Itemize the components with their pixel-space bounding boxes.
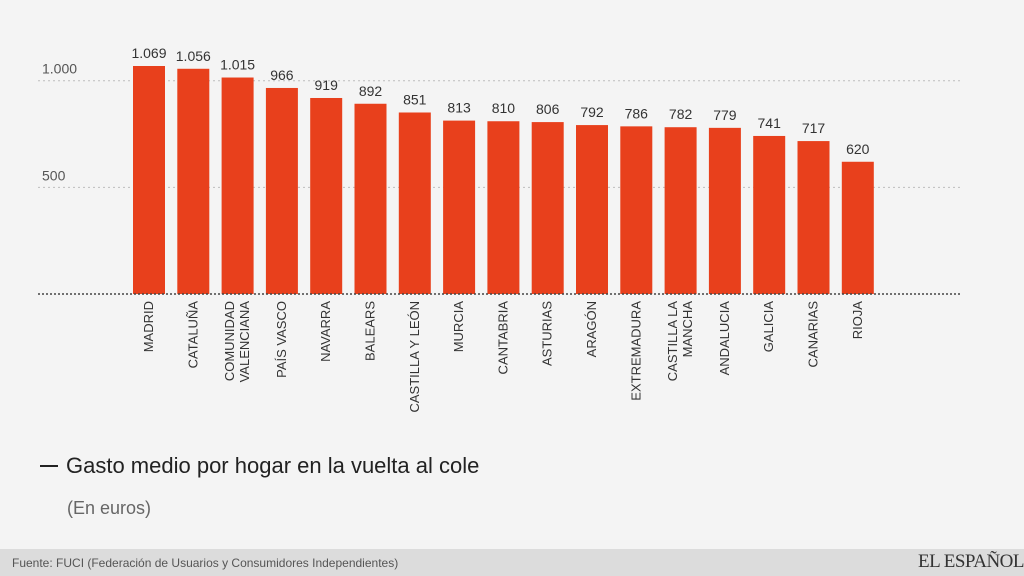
- value-label-6: 851: [403, 91, 427, 107]
- category-label-15: CANARIAS: [806, 301, 821, 368]
- category-label-0: MADRID: [141, 301, 156, 352]
- category-label-9: ASTURIAS: [540, 301, 555, 366]
- value-label-7: 813: [447, 100, 471, 116]
- bar-16: [841, 161, 874, 294]
- value-label-15: 717: [802, 120, 826, 136]
- category-label-12-0: CASTILLA LA: [665, 301, 680, 382]
- publisher-logo: EL ESPAÑOL: [917, 551, 1024, 572]
- category-label-5: BALEARS: [363, 301, 378, 361]
- value-label-14: 741: [758, 115, 782, 131]
- category-label-2-1: VALENCIANA: [237, 301, 252, 383]
- y-tick-label-0: 500: [42, 167, 66, 183]
- y-tick-label-1: 1.000: [42, 61, 77, 77]
- bar-6: [398, 112, 431, 294]
- category-label-7: MURCIA: [451, 301, 466, 353]
- bar-15: [797, 141, 830, 294]
- value-label-3: 966: [270, 67, 294, 83]
- bar-8: [487, 121, 520, 294]
- value-label-12: 782: [669, 106, 693, 122]
- bar-0: [133, 66, 165, 294]
- value-label-5: 892: [359, 83, 383, 99]
- category-label-4: NAVARRA: [318, 301, 333, 362]
- chart-subtitle: (En euros): [67, 498, 152, 518]
- category-label-10: ARAGÓN: [584, 301, 599, 357]
- value-label-2: 1.015: [220, 57, 255, 73]
- category-label-14: GALICIA: [761, 301, 776, 353]
- value-label-13: 779: [713, 107, 737, 123]
- category-label-8: CANTABRIA: [495, 301, 510, 375]
- value-label-4: 919: [315, 77, 339, 93]
- category-label-2-0: COMUNIDAD: [222, 301, 237, 381]
- value-label-9: 806: [536, 101, 560, 117]
- value-label-11: 786: [625, 105, 649, 121]
- bar-3: [265, 87, 298, 294]
- category-label-6: CASTILLA Y LEÓN: [407, 301, 422, 413]
- category-label-1: CATALUÑA: [185, 301, 200, 369]
- value-label-8: 810: [492, 100, 516, 116]
- bar-13: [708, 127, 741, 294]
- bar-14: [753, 135, 786, 294]
- value-label-10: 792: [580, 104, 604, 120]
- bar-11: [620, 126, 653, 294]
- category-label-12-1: MANCHA: [680, 301, 695, 358]
- legend-dash-icon: [40, 465, 58, 467]
- value-label-0: 1.069: [131, 45, 166, 61]
- category-label-16: RIOJA: [850, 301, 865, 340]
- category-label-13: ANDALUCIA: [717, 301, 732, 376]
- bar-12: [664, 127, 697, 295]
- legend-label: Gasto medio por hogar en la vuelta al co…: [66, 453, 480, 478]
- category-label-3: PAÍS VASCO: [274, 301, 289, 378]
- bar-10: [576, 125, 608, 294]
- source-note: Fuente: FUCI (Federación de Usuarios y C…: [12, 556, 399, 570]
- bar-5: [354, 103, 387, 295]
- category-label-11: EXTREMADURA: [628, 301, 643, 401]
- bar-2: [221, 77, 254, 294]
- bar-7: [443, 120, 476, 295]
- footer-bar: Fuente: FUCI (Federación de Usuarios y C…: [0, 549, 1024, 576]
- chart-legend: Gasto medio por hogar en la vuelta al co…: [40, 453, 479, 479]
- bar-9: [531, 122, 564, 295]
- bar-4: [310, 97, 343, 294]
- bar-1: [177, 68, 210, 295]
- bar-chart: 500 1.000 1.069 MADRID 1.056 CATALUÑA 1.015 COM…: [38, 45, 962, 413]
- value-label-16: 620: [846, 141, 870, 157]
- value-label-1: 1.056: [176, 48, 211, 64]
